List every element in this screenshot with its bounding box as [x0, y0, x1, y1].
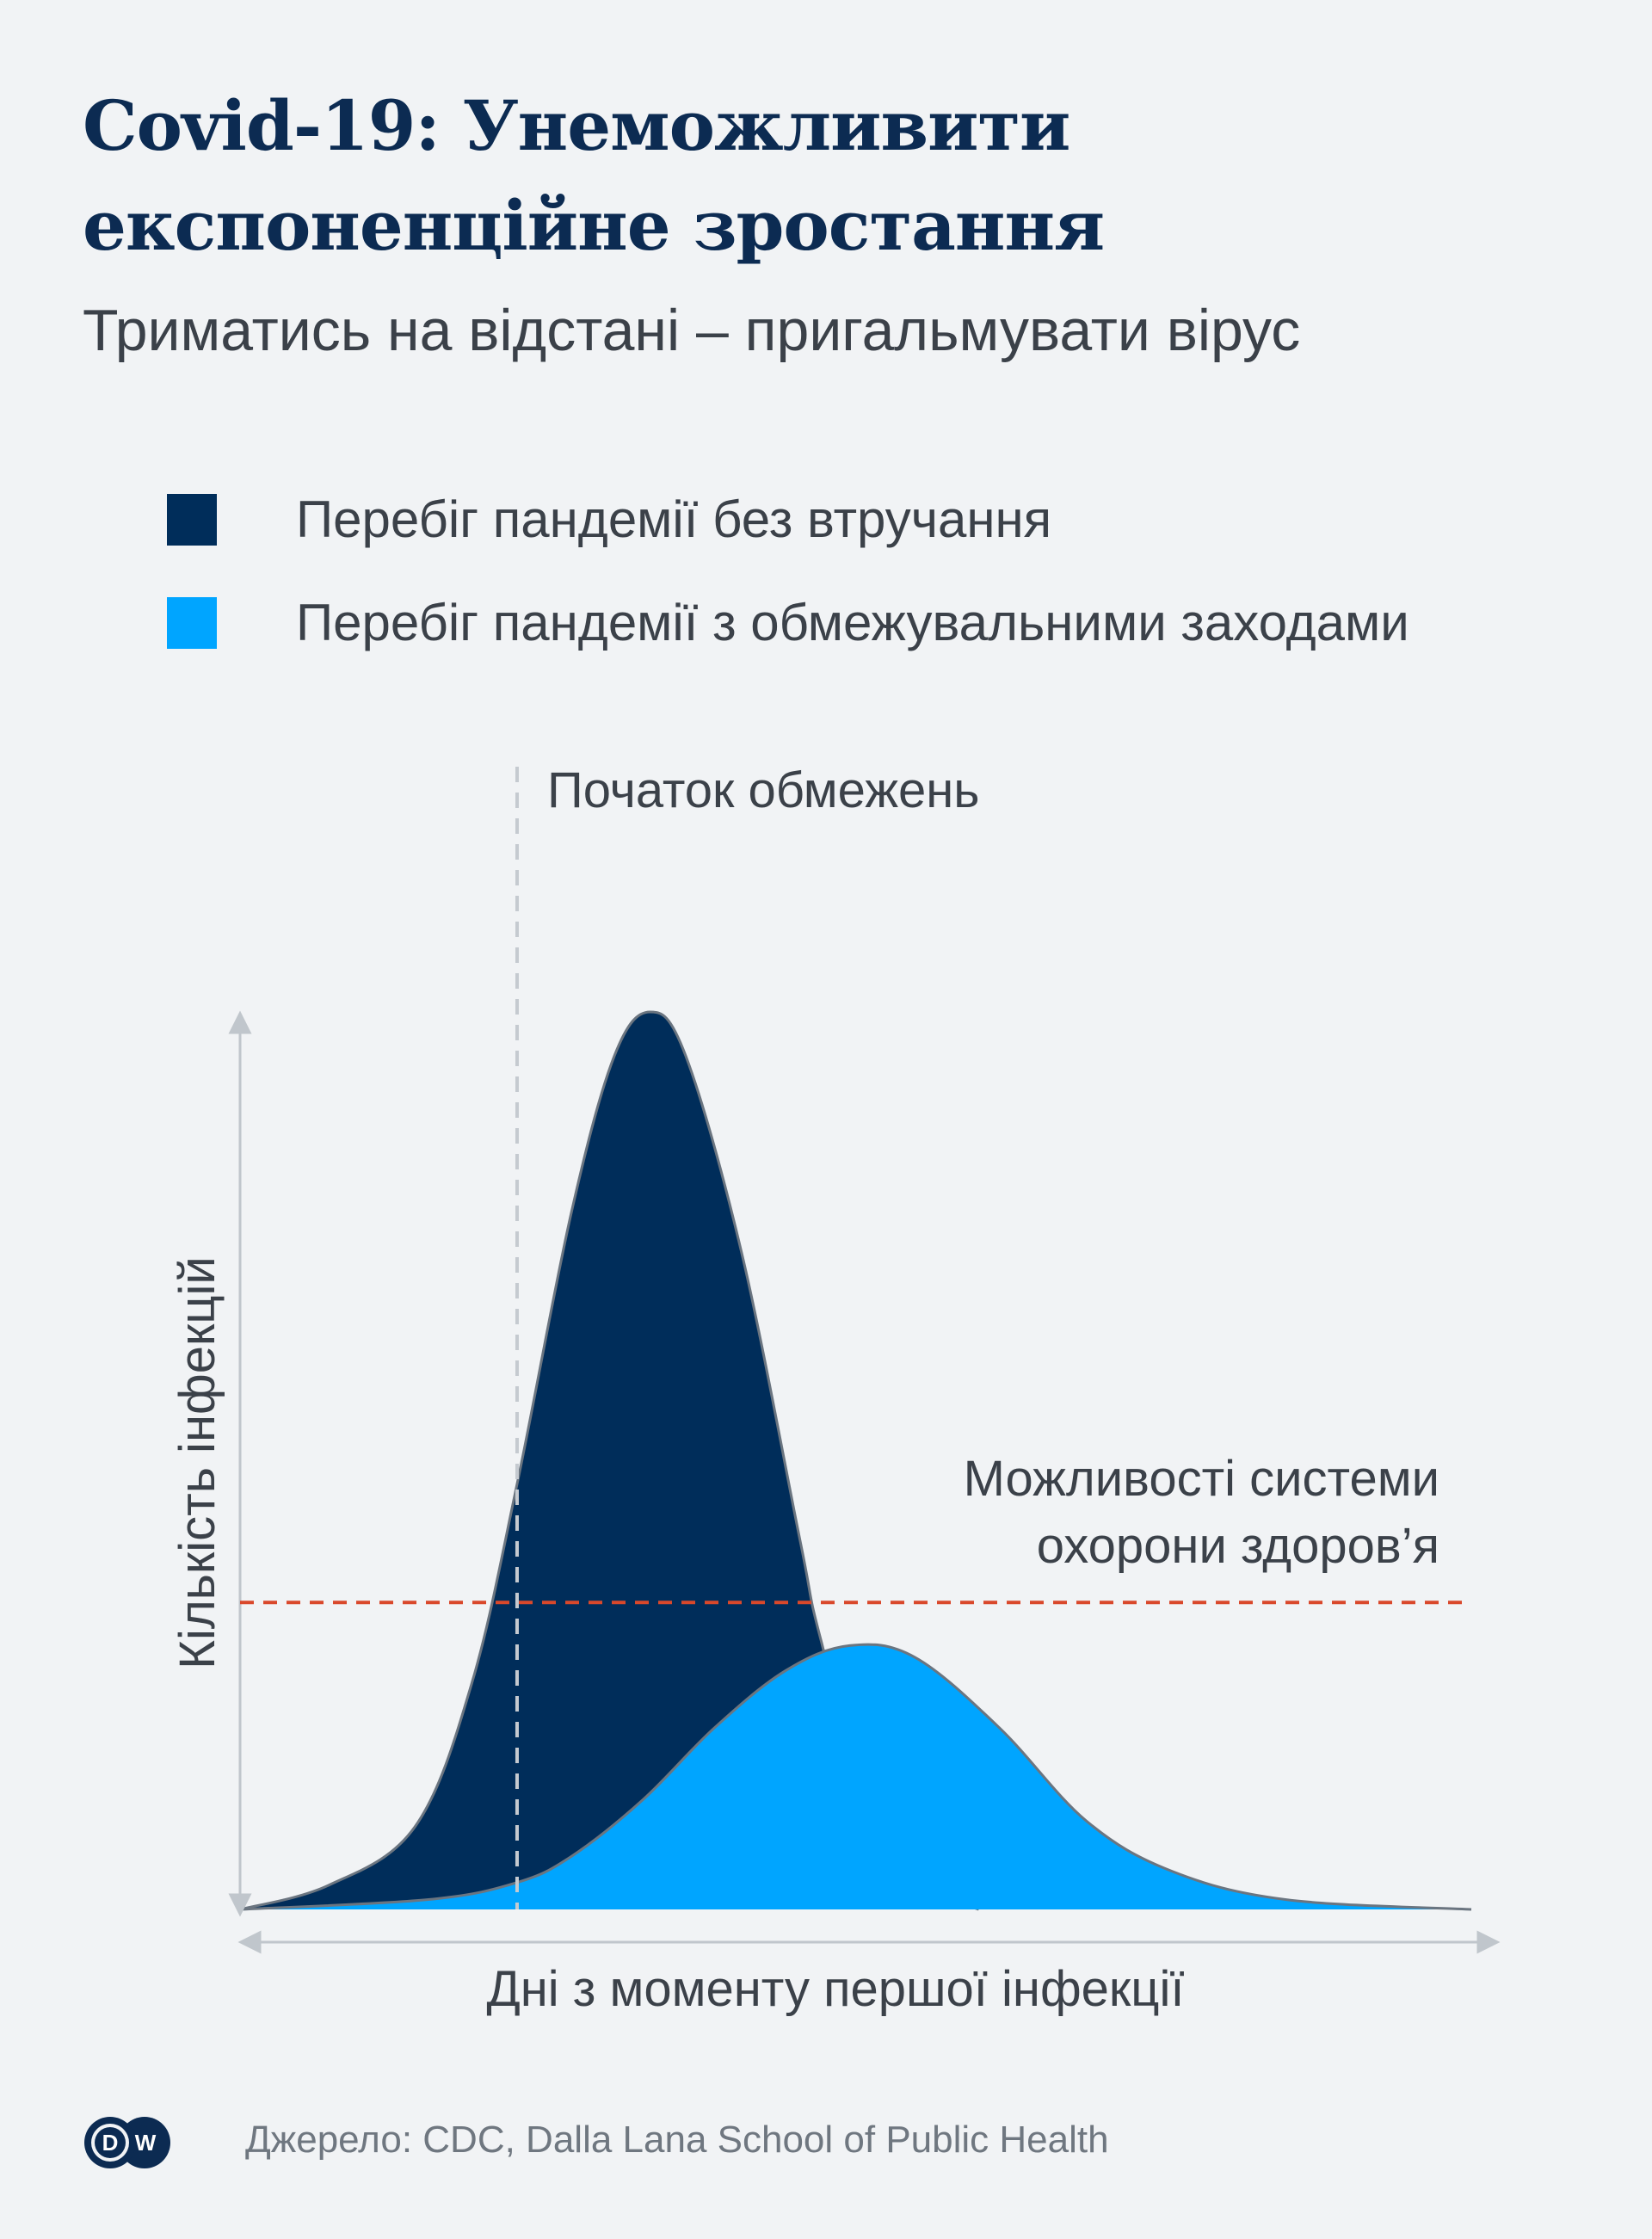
svg-text:D: D	[102, 2130, 119, 2156]
series-area-with-measures	[240, 1644, 1471, 1909]
legend-swatch-dark	[167, 493, 217, 546]
capacity-label-line-2: охорони здоров’я	[1037, 1518, 1439, 1574]
capacity-label-line-1: Можливості системи	[964, 1451, 1439, 1507]
legend-label: Перебіг пандемії без втручання	[296, 490, 1052, 548]
series-outline-no-intervention	[239, 1010, 980, 1911]
title-line-2: експоненційне зростання	[83, 185, 1105, 266]
dw-logo: D W	[84, 2117, 170, 2168]
legend-label: Перебіг пандемії з обмежувальними захода…	[296, 594, 1409, 651]
chart-subtitle: Триматись на відстані – пригальмувати ві…	[83, 298, 1301, 363]
legend-item-no-intervention: Перебіг пандемії без втручання	[167, 490, 1051, 549]
source-note: Джерело: CDC, Dalla Lana School of Publi…	[245, 2119, 1109, 2161]
svg-text:W: W	[135, 2130, 157, 2156]
y-axis-label: Кількість інфекцій	[170, 1256, 225, 1669]
restrictions-start-label: Початок обмежень	[547, 762, 980, 818]
legend-item-with-measures: Перебіг пандемії з обмежувальними захода…	[167, 593, 1409, 652]
chart-title: Covid-19: Унеможливити експоненційне зро…	[83, 76, 1105, 275]
x-axis-label: Дні з моменту першої інфекції	[486, 1961, 1184, 2017]
legend-swatch-light	[167, 596, 217, 649]
title-line-1: Covid-19: Унеможливити	[83, 85, 1070, 166]
